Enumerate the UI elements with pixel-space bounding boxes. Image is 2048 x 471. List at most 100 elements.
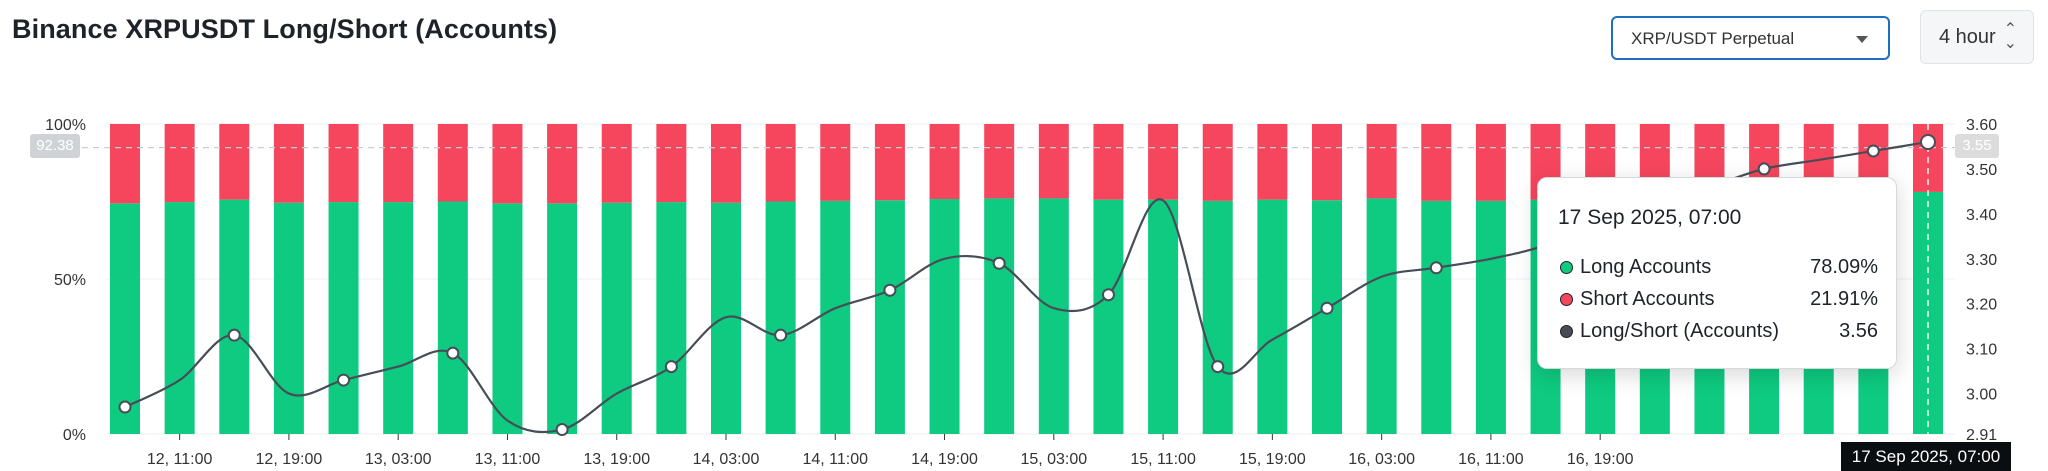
- short-bar: [164, 124, 195, 203]
- interval-select-value: 4 hour: [1939, 26, 1996, 48]
- chevron-down-icon: [1856, 36, 1868, 43]
- long-bar: [547, 203, 578, 434]
- short-bar: [492, 124, 523, 204]
- right-axis-tick: 3.30: [1966, 252, 1997, 269]
- right-axis-tick: 3.00: [1966, 387, 1997, 404]
- up-down-chevron-icon: ⌃ ⌄: [2003, 21, 2017, 52]
- left-axis-tick: 50%: [54, 272, 86, 289]
- right-axis: 2.91 3.00 3.10 3.20 3.30 3.40 3.50 3.60: [1966, 117, 1997, 444]
- long-bar: [765, 201, 796, 434]
- long-bar: [984, 198, 1015, 434]
- x-axis-tick: 13, 11:00: [475, 451, 541, 468]
- left-axis-tick: 100%: [45, 117, 86, 134]
- short-bar: [601, 124, 632, 203]
- x-axis-tick: 13, 19:00: [583, 451, 650, 468]
- long-bar: [1312, 200, 1342, 434]
- ratio-point: [337, 373, 351, 387]
- ratio-point: [664, 360, 678, 374]
- short-bar: [929, 124, 960, 200]
- short-bar: [1475, 124, 1506, 201]
- x-axis-tick: 14, 19:00: [911, 451, 978, 468]
- short-bar: [1038, 124, 1069, 199]
- short-bar: [820, 124, 851, 201]
- contract-select[interactable]: XRP/USDT Perpetual: [1611, 16, 1890, 60]
- short-bar: [1202, 124, 1233, 201]
- ratio-point: [1866, 144, 1880, 158]
- chart-title: Binance XRPUSDT Long/Short (Accounts): [12, 14, 558, 44]
- short-bar: [765, 124, 796, 202]
- x-axis-tick: 15, 03:00: [1020, 451, 1087, 468]
- long-bar: [1366, 198, 1397, 434]
- ratio-point: [774, 328, 788, 342]
- long-bar: [1421, 200, 1452, 434]
- right-axis-tick: 3.40: [1966, 207, 1997, 224]
- x-axis-tick: 12, 19:00: [256, 451, 323, 468]
- ratio-point: [1211, 360, 1225, 374]
- tooltip-row-short: Short Accounts 21.91%: [1560, 288, 1878, 314]
- long-bar: [601, 202, 632, 434]
- x-axis-tick: 12, 11:00: [147, 451, 213, 468]
- contract-select-value: XRP/USDT Perpetual: [1631, 29, 1795, 48]
- short-bar: [1148, 124, 1179, 200]
- crosshair-group: [82, 124, 1955, 442]
- tooltip-title: 17 Sep 2025, 07:00: [1558, 206, 1742, 229]
- short-bar: [1257, 124, 1288, 200]
- short-bar: [711, 124, 741, 203]
- short-bar: [437, 124, 468, 202]
- short-bar: [383, 124, 414, 203]
- x-axis-tick: 16, 11:00: [1458, 451, 1524, 468]
- long-bar: [1148, 199, 1179, 434]
- short-bar: [110, 124, 140, 204]
- long-bar: [492, 203, 523, 434]
- short-bar: [984, 124, 1015, 199]
- left-axis: 0% 50% 100%: [45, 117, 86, 444]
- short-bar: [219, 124, 250, 200]
- crosshair-right-value-badge: 3.55: [1955, 134, 1999, 158]
- tooltip-value: 21.91%: [1810, 288, 1878, 310]
- short-bar: [656, 124, 687, 203]
- long-bar: [656, 202, 687, 434]
- right-axis-tick: 3.50: [1966, 162, 1997, 179]
- long-bar: [1038, 198, 1069, 434]
- tooltip-label: Long/Short (Accounts): [1580, 320, 1779, 342]
- long-bar: [383, 202, 414, 434]
- long-bar: [929, 199, 960, 434]
- right-axis-tick: 3.60: [1966, 117, 1997, 134]
- long-bar: [711, 202, 741, 434]
- long-bar: [437, 201, 468, 434]
- ratio-point: [992, 256, 1006, 270]
- data-tooltip: 17 Sep 2025, 07:00 Long Accounts 78.09% …: [1537, 177, 1897, 369]
- long-bar: [328, 202, 359, 434]
- x-axis-tick: 13, 03:00: [365, 451, 432, 468]
- tooltip-row-long: Long Accounts 78.09%: [1560, 256, 1878, 282]
- tooltip-value: 3.56: [1839, 320, 1878, 342]
- long-bar: [219, 199, 250, 434]
- x-axis-tick: 15, 11:00: [1130, 451, 1196, 468]
- interval-select[interactable]: 4 hour ⌃ ⌄: [1920, 10, 2034, 64]
- long-bar: [1257, 199, 1288, 434]
- short-bar: [273, 124, 304, 203]
- long-bar: [874, 200, 905, 434]
- ratio-point: [555, 423, 569, 437]
- right-axis-tick: 2.91: [1966, 427, 1997, 444]
- short-bar: [874, 124, 905, 201]
- short-bar: [1366, 124, 1397, 199]
- long-bar: [820, 200, 851, 434]
- long-legend-dot-icon: [1560, 261, 1573, 274]
- ratio-point: [1920, 133, 1936, 150]
- short-bar: [1312, 124, 1342, 201]
- long-bar: [110, 203, 140, 434]
- bars-group: [110, 124, 1943, 434]
- long-bar: [1202, 200, 1233, 434]
- ratio-point: [1320, 301, 1334, 315]
- ratio-legend-dot-icon: [1560, 325, 1573, 338]
- ratio-point: [1429, 261, 1443, 275]
- x-axis-tick: 16, 19:00: [1567, 451, 1634, 468]
- left-axis-tick: 0%: [63, 427, 86, 444]
- crosshair-left-value-badge: 92.38: [30, 134, 80, 158]
- x-axis: 12, 11:00 12, 19:00 13, 03:00 13, 11:00 13, …: [147, 434, 1634, 468]
- long-bar: [164, 202, 195, 434]
- long-bar: [273, 202, 304, 434]
- short-legend-dot-icon: [1560, 293, 1573, 306]
